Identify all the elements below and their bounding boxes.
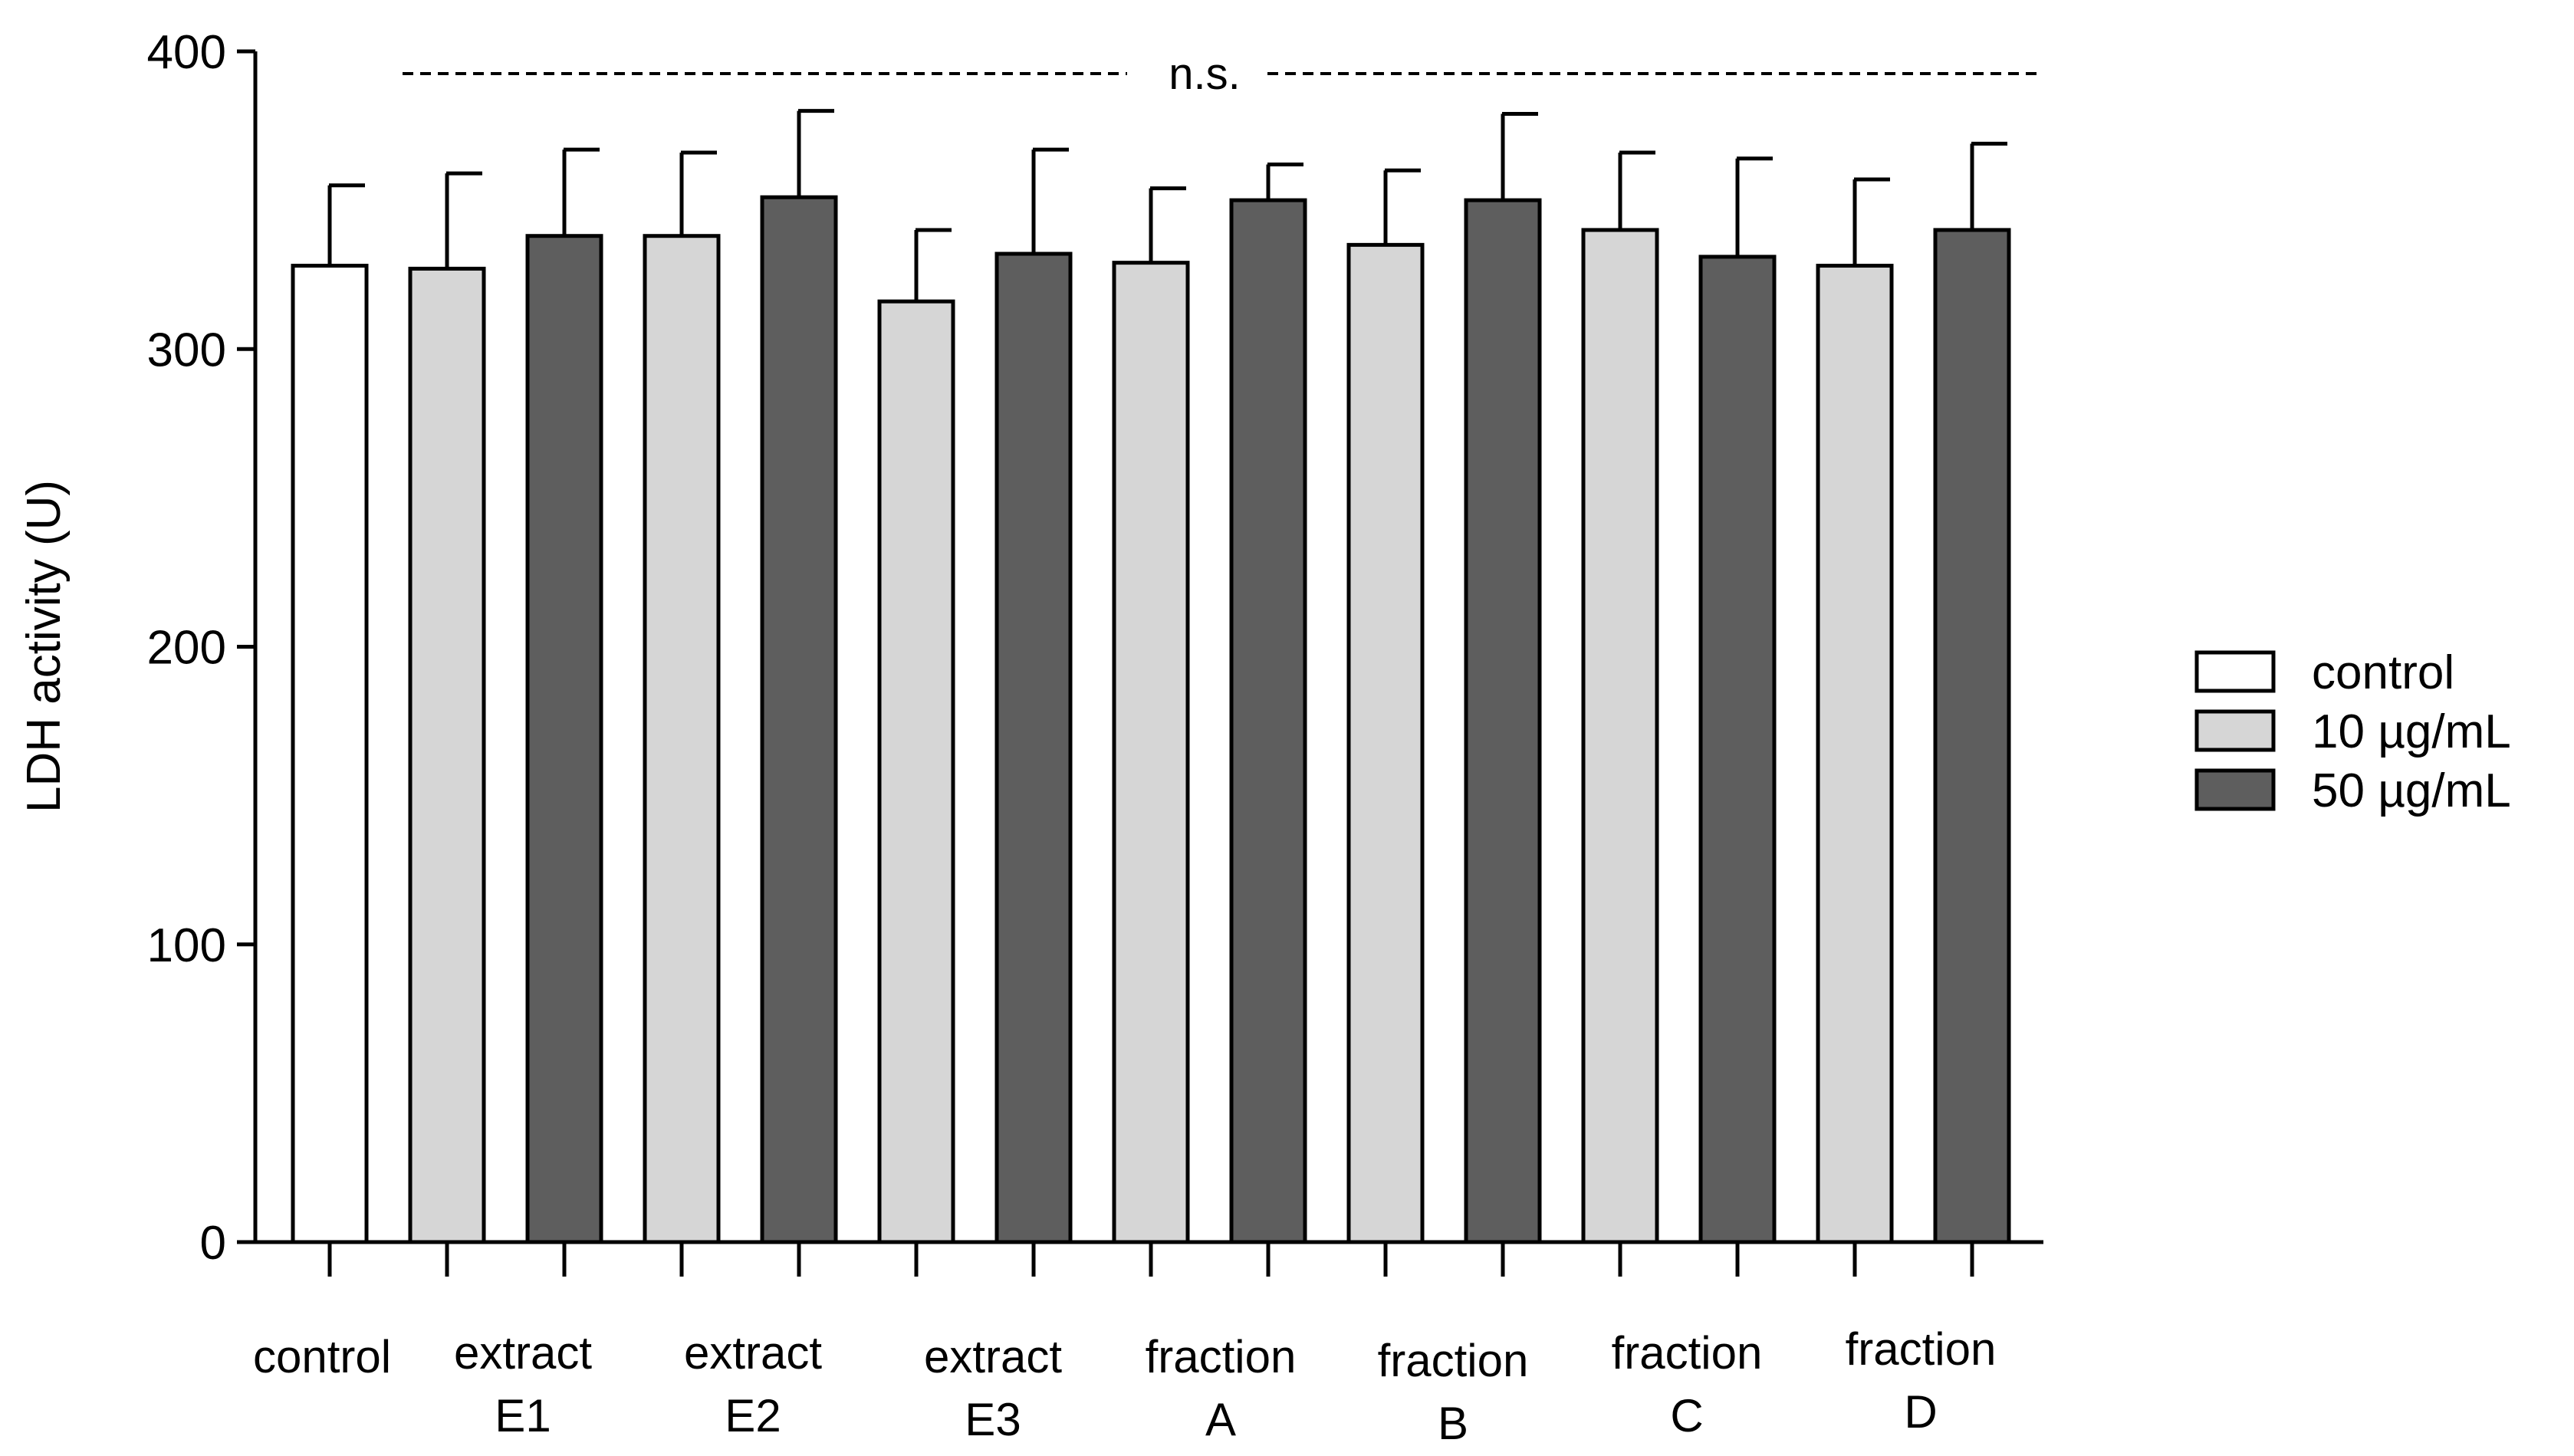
category-label-line2: E3: [965, 1394, 1021, 1445]
legend-label: 50 µg/mL: [2312, 764, 2511, 817]
significance-annotation: n.s.: [403, 49, 2043, 99]
legend-label: 10 µg/mL: [2312, 705, 2511, 758]
category-label-line2: D: [1904, 1386, 1937, 1438]
y-tick-label: 100: [147, 919, 226, 972]
category-label: fraction: [1612, 1327, 1763, 1379]
y-tick-label: 200: [147, 622, 226, 675]
y-tick-label: 0: [200, 1217, 226, 1270]
legend-swatch: [2194, 768, 2276, 811]
category-label-line2: B: [1438, 1398, 1468, 1449]
category-label: control: [253, 1331, 391, 1382]
y-tick-label: 300: [147, 324, 226, 376]
bar: [1464, 198, 1542, 1244]
category-label-line2: E1: [495, 1390, 551, 1441]
legend: control 10 µg/mL 50 µg/mL: [2194, 646, 2511, 817]
category-label-line2: E2: [725, 1390, 781, 1441]
category-label: extract: [924, 1331, 1062, 1382]
category-label: fraction: [1146, 1331, 1297, 1382]
bar: [760, 195, 838, 1244]
bar: [1581, 228, 1659, 1244]
bar: [408, 266, 486, 1244]
x-ticks: [327, 1242, 1974, 1277]
bar: [1229, 198, 1307, 1244]
legend-swatch: [2194, 650, 2276, 693]
category-labels: control extract E1 extract E2 extract E3 fracti…: [253, 1323, 1996, 1449]
y-tick-label: 400: [147, 26, 226, 79]
category-label: fraction: [1846, 1323, 1997, 1375]
category-label-line2: C: [1670, 1390, 1703, 1441]
bar: [291, 264, 369, 1244]
bars: [291, 109, 2011, 1244]
bar: [643, 234, 721, 1244]
bar: [1112, 261, 1190, 1244]
category-label: extract: [454, 1327, 592, 1379]
y-ticks: 0 100 200 300 400: [147, 26, 255, 1270]
legend-swatch: [2194, 709, 2276, 752]
category-label: fraction: [1378, 1335, 1529, 1386]
bar: [1346, 242, 1425, 1244]
y-axis-label: LDH activity (U): [18, 480, 71, 813]
bar: [1816, 264, 1894, 1244]
bar: [994, 251, 1073, 1244]
bar: [1933, 228, 2011, 1244]
annotation-text: n.s.: [1169, 49, 1241, 99]
bar: [525, 234, 603, 1244]
bar: [877, 299, 955, 1244]
bar: [1698, 255, 1777, 1244]
legend-label: control: [2312, 646, 2454, 699]
category-label: extract: [684, 1327, 822, 1379]
category-label-line2: A: [1205, 1394, 1236, 1445]
